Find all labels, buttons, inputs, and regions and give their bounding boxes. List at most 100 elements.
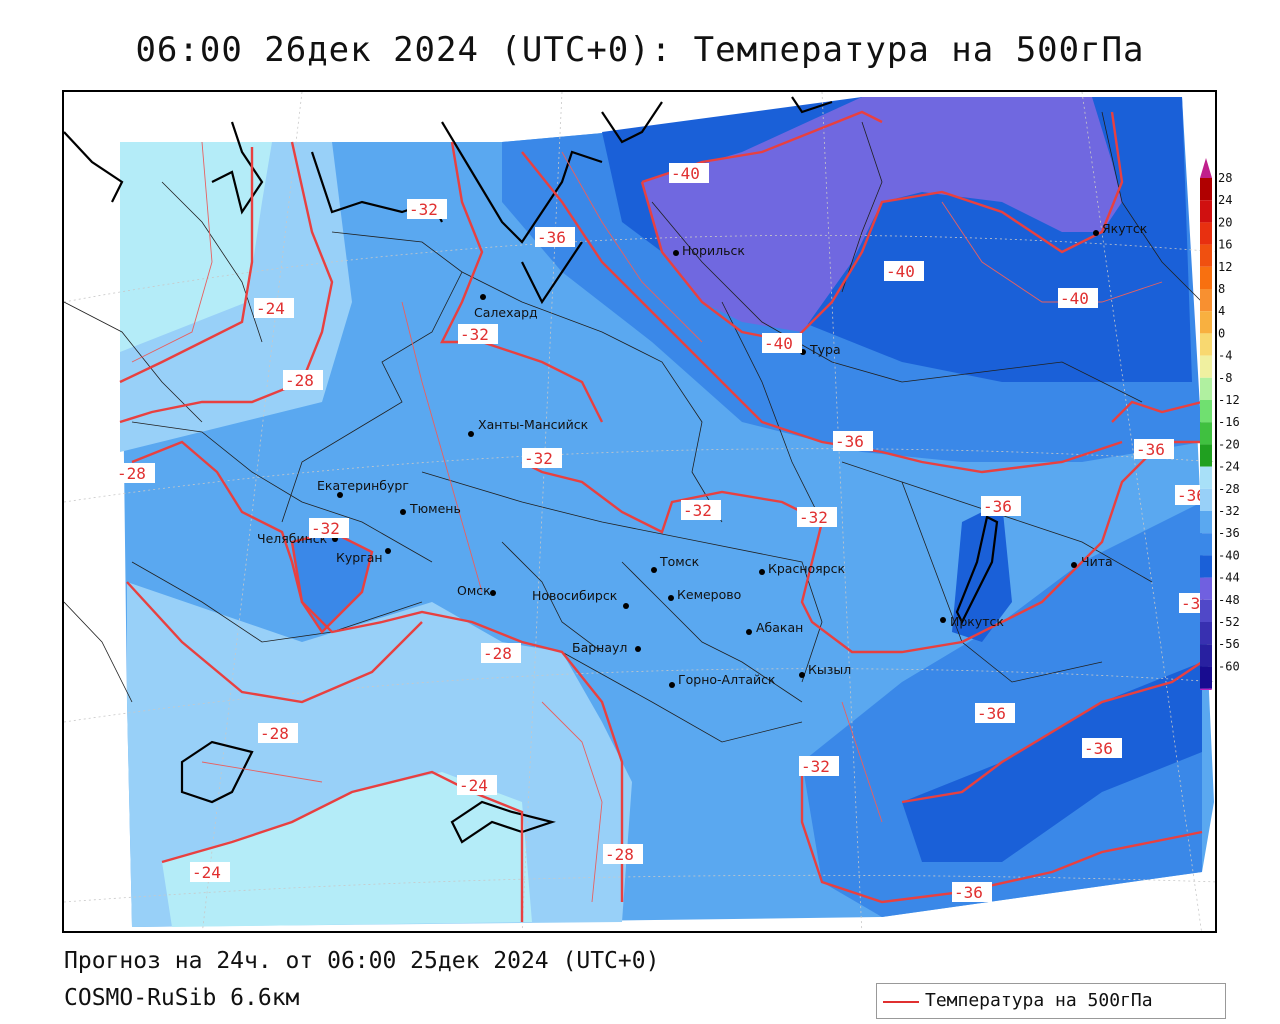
iso-label-11: -32: [522, 448, 562, 468]
svg-text:-36: -36: [537, 228, 566, 247]
iso-label-25: -24: [190, 862, 230, 882]
svg-text:-24: -24: [192, 863, 221, 882]
iso-label-7: -32: [458, 324, 498, 344]
svg-text:-32: -32: [799, 508, 828, 527]
svg-text:-32: -32: [311, 519, 340, 538]
city-label-yakutsk: Якутск: [1102, 221, 1148, 236]
colorbar-tick-label: -44: [1218, 571, 1240, 585]
iso-label-10: -28: [115, 463, 155, 483]
colorbar-tick-label: 12: [1218, 260, 1232, 274]
colorbar-swatch: [1200, 466, 1212, 489]
city-label-tyumen: Тюмень: [409, 501, 461, 516]
colorbar-swatch: [1200, 666, 1212, 689]
svg-text:-32: -32: [524, 449, 553, 468]
iso-label-20: -28: [258, 723, 298, 743]
iso-label-21: -36: [975, 703, 1015, 723]
svg-text:-40: -40: [671, 164, 700, 183]
city-label-kurgan: Курган: [336, 550, 383, 565]
svg-text:-36: -36: [983, 497, 1012, 516]
colorbar-swatch: [1200, 488, 1212, 511]
colorbar-tick-label: 8: [1218, 282, 1225, 296]
colorbar-tick-label: 28: [1218, 171, 1232, 185]
colorbar-swatch: [1200, 622, 1212, 645]
svg-text:-36: -36: [954, 883, 983, 902]
colorbar-tick-label: 4: [1218, 304, 1225, 318]
colorbar-tick-label: -48: [1218, 593, 1240, 607]
colorbar-swatch: [1200, 577, 1212, 600]
temperature-field: [120, 97, 1214, 927]
model-info: COSMO-RuSib 6.6км: [64, 985, 300, 1011]
city-yakutsk: Якутск: [1093, 221, 1148, 236]
iso-label-6: -40: [762, 333, 802, 353]
svg-text:-28: -28: [483, 644, 512, 663]
colorbar-bottom-arrow: [1200, 688, 1212, 690]
iso-label-4: -40: [1058, 288, 1098, 308]
city-label-kemerovo: Кемерово: [677, 587, 741, 602]
colorbar-tick-label: 24: [1218, 193, 1232, 207]
svg-text:-36: -36: [1177, 486, 1206, 505]
iso-label-8: -28: [283, 370, 323, 390]
city-ekb: Екатеринбург: [317, 478, 409, 498]
colorbar-tick-label: -24: [1218, 460, 1240, 474]
iso-label-2: -36: [535, 227, 575, 247]
svg-text:-36: -36: [1084, 739, 1113, 758]
city-norilsk: Норильск: [673, 243, 745, 258]
colorbar-swatch: [1200, 400, 1212, 423]
iso-label-23: -32: [799, 756, 839, 776]
colorbar-tick-label: -60: [1218, 659, 1240, 673]
svg-text:-40: -40: [1060, 289, 1089, 308]
colorbar-swatch: [1200, 533, 1212, 556]
city-kurgan: Курган: [336, 548, 391, 565]
city-label-tomsk: Томск: [659, 554, 700, 569]
colorbar-tick-label: 20: [1218, 215, 1232, 229]
city-label-barnaul: Барнаул: [572, 640, 627, 655]
colorbar-swatch: [1200, 644, 1212, 667]
svg-text:-32: -32: [460, 325, 489, 344]
svg-text:-24: -24: [459, 776, 488, 795]
iso-label-0: -40: [669, 163, 709, 183]
isotherm-sublines: [131, 141, 1163, 903]
city-label-norilsk: Норильск: [682, 243, 745, 258]
colorbar-tick-label: -52: [1218, 615, 1240, 629]
city-gorno: Горно-Алтайск: [669, 672, 776, 688]
colorbar-swatch: [1200, 555, 1212, 578]
city-label-tura: Тура: [809, 342, 841, 357]
city-omsk: Омск: [457, 583, 496, 598]
city-label-novosibirsk: Новосибирск: [532, 588, 618, 603]
temperature-map[interactable]: Норильск Якутск Салехард Тура Ханты-Манс…: [64, 92, 1217, 933]
iso-label-14: -32: [681, 500, 721, 520]
colorbar-tick-label: -32: [1218, 504, 1240, 518]
colorbar-swatch: [1200, 244, 1212, 267]
colorbar-tick-label: -8: [1218, 371, 1232, 385]
city-khanty: Ханты-Мансийск: [468, 417, 589, 437]
iso-label-22: -24: [457, 775, 497, 795]
city-abakan: Абакан: [746, 620, 803, 635]
iso-label-13: -36: [981, 496, 1021, 516]
svg-text:-36: -36: [835, 432, 864, 451]
iso-label-5: -24: [254, 298, 294, 318]
page-title: 06:00 26дек 2024 (UTC+0): Температура на…: [135, 30, 1145, 70]
colorbar-swatch: [1200, 222, 1212, 245]
colorbar-tick-label: -20: [1218, 437, 1240, 451]
colorbar-swatch: [1200, 422, 1212, 445]
iso-label-9: -36: [833, 431, 873, 451]
city-label-krasnoyarsk: Красноярск: [768, 561, 845, 576]
colorbar-tick-label: -28: [1218, 482, 1240, 496]
forecast-info: Прогноз на 24ч. от 06:00 25дек 2024 (UTC…: [64, 948, 660, 974]
city-kemerovo: Кемерово: [668, 587, 741, 602]
colorbar-swatch: [1200, 511, 1212, 534]
city-kyzyl: Кызыл: [799, 662, 851, 678]
svg-text:-24: -24: [256, 299, 285, 318]
city-markers: Норильск Якутск Салехард Тура Ханты-Манс…: [257, 221, 1148, 688]
colorbar-tick-label: -4: [1218, 349, 1232, 363]
city-label-salekhard: Салехард: [474, 305, 538, 320]
city-label-abakan: Абакан: [756, 620, 803, 635]
colorbar-tick-label: -12: [1218, 393, 1240, 407]
colorbar-swatch: [1200, 266, 1212, 289]
svg-text:-28: -28: [260, 724, 289, 743]
colorbar-tick-label: -36: [1218, 526, 1240, 540]
isotherm-value-labels: -40 -32 -36 -40 -40 -24 -40 -32 -28 -36 …: [115, 163, 1215, 902]
svg-text:-36: -36: [1136, 440, 1165, 459]
map-panel[interactable]: Норильск Якутск Салехард Тура Ханты-Манс…: [62, 90, 1217, 933]
isotherm-lines: [119, 110, 1203, 922]
